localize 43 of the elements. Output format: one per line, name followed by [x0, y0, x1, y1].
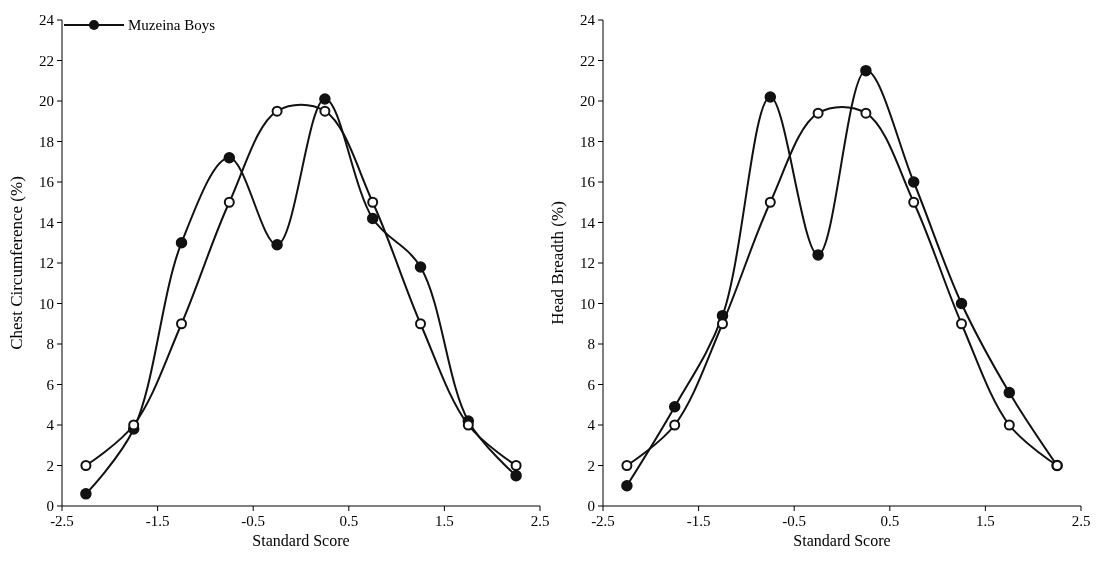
y-tick-label: 2	[46, 457, 54, 474]
y-tick-label: 24	[580, 12, 596, 28]
y-tick-label: 20	[39, 93, 54, 109]
legend-label: Muzeina Boys	[128, 17, 216, 33]
y-tick-label: 20	[580, 93, 595, 109]
y-tick-label: 2	[587, 457, 595, 474]
y-tick-label: 4	[587, 417, 596, 433]
y-tick-label: 8	[46, 336, 54, 352]
y-tick-label: 18	[39, 133, 54, 150]
y-tick-label: 0	[587, 498, 595, 514]
x-tick-label: -1.5	[686, 513, 711, 529]
x-tick-label: 1.5	[976, 513, 995, 529]
y-tick-label: 22	[580, 52, 595, 69]
x-tick-label: 0.5	[880, 513, 900, 529]
y-tick-label: 14	[39, 214, 55, 231]
y-tick-label: 14	[580, 214, 596, 231]
x-tick-label: -0.5	[241, 513, 266, 529]
x-tick-label: -0.5	[782, 513, 807, 529]
y-tick-label: 6	[587, 376, 596, 393]
y-axis-title: Chest Circumference (%)	[7, 176, 26, 350]
x-tick-label: -2.5	[591, 513, 615, 529]
x-axis-title: Standard Score	[793, 532, 891, 549]
y-tick-label: 22	[39, 52, 54, 69]
y-tick-label: 24	[39, 12, 55, 28]
x-tick-label: 2.5	[530, 513, 550, 529]
y-tick-label: 12	[580, 255, 595, 271]
x-tick-label: 0.5	[339, 513, 359, 529]
x-axis-title: Standard Score	[252, 532, 350, 549]
y-tick-label: 16	[39, 174, 55, 190]
y-tick-label: 12	[39, 255, 54, 271]
x-tick-label: 1.5	[435, 513, 454, 529]
y-tick-label: 0	[46, 498, 54, 514]
y-tick-label: 4	[46, 417, 55, 433]
x-tick-label: -1.5	[145, 513, 170, 529]
y-tick-label: 16	[580, 174, 596, 190]
y-tick-label: 8	[587, 336, 595, 352]
y-tick-label: 10	[580, 295, 595, 312]
y-tick-label: 18	[580, 133, 595, 150]
x-tick-label: -2.5	[50, 513, 74, 529]
y-tick-label: 10	[39, 295, 54, 312]
x-tick-label: 2.5	[1071, 513, 1091, 529]
y-axis-title: Head Breadth (%)	[548, 201, 567, 325]
y-tick-label: 6	[46, 376, 55, 393]
